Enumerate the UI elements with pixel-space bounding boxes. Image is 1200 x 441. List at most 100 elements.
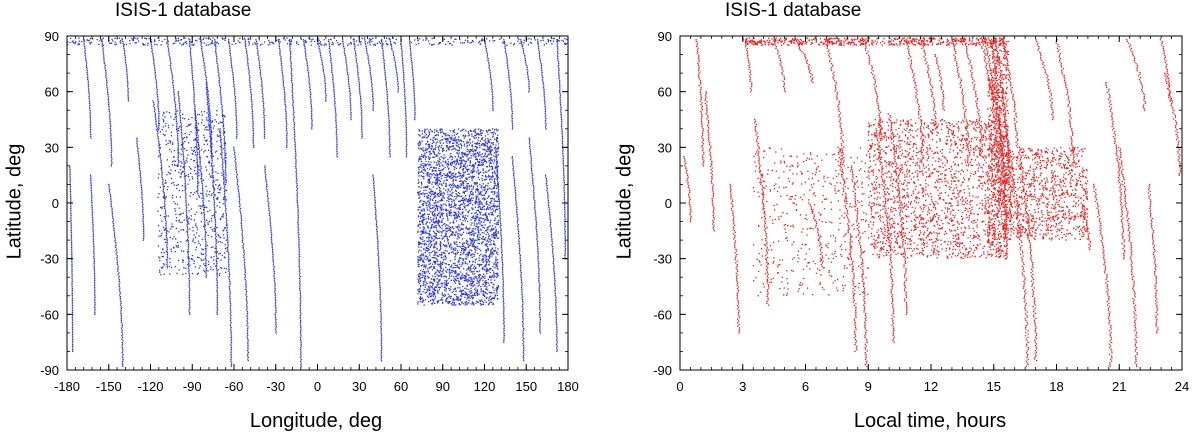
- data-point: [545, 117, 547, 120]
- data-point: [117, 265, 119, 267]
- data-point: [311, 109, 313, 111]
- data-point: [118, 284, 120, 286]
- data-point: [218, 81, 220, 83]
- data-point: [209, 118, 211, 120]
- data-point: [269, 219, 271, 222]
- data-point: [349, 89, 351, 91]
- data-point: [501, 251, 503, 254]
- data-point: [217, 64, 219, 66]
- data-point: [268, 213, 271, 215]
- data-point: [321, 63, 323, 65]
- data-point: [291, 84, 294, 87]
- data-point: [405, 137, 408, 139]
- data-point: [205, 266, 207, 268]
- data-point: [253, 145, 255, 147]
- data-point: [441, 197, 443, 199]
- data-point: [193, 92, 195, 94]
- data-point: [405, 133, 407, 135]
- data-point: [448, 147, 450, 149]
- data-point: [257, 54, 259, 56]
- data-point: [248, 71, 250, 73]
- data-point: [560, 108, 562, 110]
- data-point: [548, 208, 551, 210]
- data-point: [269, 221, 272, 223]
- data-point: [293, 116, 295, 119]
- data-point: [496, 276, 498, 279]
- data-point: [472, 273, 474, 275]
- data-point: [405, 116, 407, 118]
- data-point: [361, 116, 363, 119]
- data-point: [89, 127, 92, 129]
- data-point: [214, 220, 217, 222]
- data-point: [503, 307, 505, 309]
- data-point: [268, 209, 270, 211]
- data-point: [474, 261, 477, 263]
- data-point: [119, 294, 121, 296]
- data-point: [241, 233, 243, 235]
- data-point: [500, 234, 502, 237]
- data-point: [121, 323, 123, 325]
- data-point: [417, 265, 419, 268]
- data-point: [215, 51, 217, 53]
- data-point: [559, 95, 562, 97]
- data-point: [380, 351, 383, 353]
- data-point: [425, 133, 428, 136]
- data-point: [449, 172, 451, 174]
- data-point: [484, 145, 486, 147]
- data-point: [543, 90, 545, 92]
- data-point: [437, 282, 439, 284]
- data-point: [556, 350, 558, 353]
- data-point: [336, 156, 338, 158]
- data-point: [547, 194, 549, 197]
- data-point: [495, 148, 497, 150]
- data-point: [472, 197, 474, 199]
- data-point: [226, 236, 229, 239]
- data-point: [165, 231, 168, 233]
- data-point: [493, 170, 495, 172]
- data-point: [484, 174, 487, 177]
- data-point: [442, 160, 444, 163]
- data-point: [244, 268, 246, 270]
- data-point: [437, 160, 439, 162]
- data-point: [219, 131, 221, 133]
- data-point: [562, 146, 564, 148]
- data-point: [537, 39, 539, 41]
- data-point: [250, 98, 253, 101]
- data-point: [187, 247, 190, 249]
- data-point: [187, 254, 189, 256]
- data-point: [230, 59, 232, 62]
- data-point: [214, 234, 217, 236]
- data-point: [502, 297, 505, 299]
- data-point: [93, 262, 95, 265]
- data-point: [456, 233, 459, 235]
- data-point: [453, 202, 455, 204]
- data-point: [380, 312, 382, 314]
- data-point: [503, 317, 505, 320]
- data-point: [507, 66, 509, 68]
- data-point: [377, 241, 379, 243]
- data-point: [429, 207, 431, 209]
- data-point: [347, 73, 349, 76]
- data-point: [538, 289, 540, 292]
- data-point: [532, 178, 534, 180]
- data-point: [83, 42, 85, 44]
- data-point: [187, 237, 189, 239]
- data-point: [120, 328, 123, 330]
- data-point: [234, 94, 236, 96]
- data-point: [206, 103, 209, 106]
- data-point: [193, 88, 195, 90]
- data-point: [230, 331, 232, 334]
- data-point: [216, 279, 218, 282]
- data-point: [92, 220, 94, 222]
- data-point: [119, 304, 122, 306]
- data-point: [175, 110, 177, 112]
- data-point: [297, 215, 299, 217]
- data-point: [424, 275, 426, 277]
- data-point: [228, 286, 230, 288]
- data-point: [267, 197, 269, 199]
- data-point: [223, 143, 225, 145]
- data-point: [194, 109, 196, 111]
- data-point: [379, 305, 382, 307]
- data-point: [188, 266, 190, 268]
- data-point: [292, 101, 294, 103]
